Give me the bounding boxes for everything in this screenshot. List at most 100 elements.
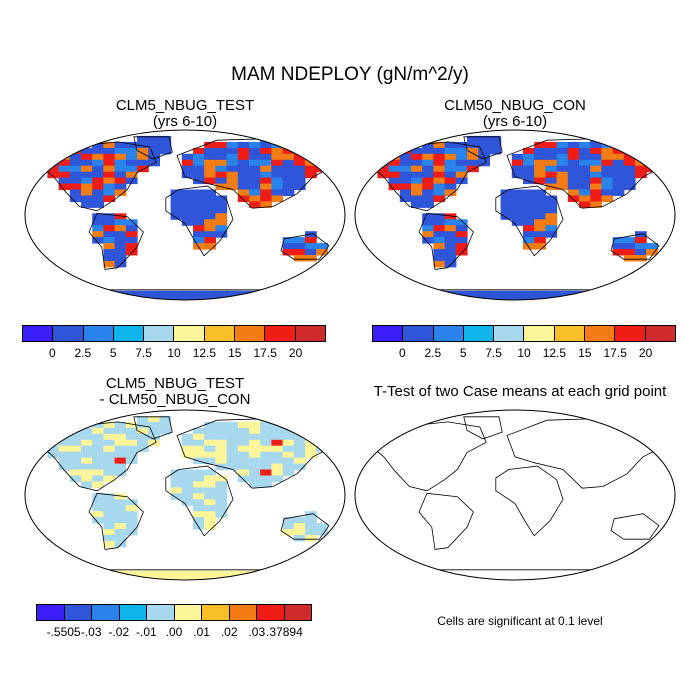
grid-cell: [125, 445, 138, 453]
grid-cell: [103, 237, 116, 244]
colorbar-tick-label: 5: [109, 346, 117, 360]
grid-cell: [590, 183, 602, 191]
grid-cell: [260, 457, 272, 465]
grid-cell: [523, 201, 535, 208]
colorbar-tick-label: 15: [578, 346, 592, 360]
grid-cell: [114, 511, 127, 518]
grid-cell: [159, 141, 172, 149]
grid-cell: [293, 249, 306, 256]
grid-cell: [316, 433, 328, 441]
grid-cell: [612, 183, 625, 191]
grid-cell: [500, 207, 513, 214]
coastline-greenland: [133, 136, 173, 160]
grid-cell: [81, 481, 93, 488]
grid-cell: [204, 171, 216, 179]
grid-cell: [282, 290, 295, 298]
colorbar-swatch: [144, 326, 175, 341]
grid-cell: [489, 135, 502, 143]
grid-cell: [316, 159, 328, 167]
grid-cell: [601, 159, 614, 167]
grid-cell: [204, 159, 216, 167]
coastline-greenland: [463, 136, 503, 160]
grid-cell: [103, 439, 116, 447]
grid-cell: [114, 147, 127, 155]
grid-cell: [103, 505, 116, 512]
grid-cell: [226, 141, 239, 149]
grid-cell: [103, 511, 116, 518]
colorbar-tick-label: 20: [638, 346, 653, 360]
grid-cell: [444, 213, 457, 220]
grid-cell: [193, 439, 205, 447]
grid-cell: [455, 243, 468, 250]
grid-cell: [92, 165, 104, 173]
grid-cell: [204, 445, 216, 453]
colorbar-test: [22, 325, 326, 342]
grid-cell: [137, 415, 149, 423]
colorbar-swatch: [229, 605, 257, 620]
grid-cell: [399, 153, 412, 161]
grid-cell: [399, 177, 412, 185]
grid-cell: [181, 213, 194, 220]
map-test: [35, 135, 340, 300]
grid-cell: [249, 463, 261, 471]
grid-cell: [170, 475, 183, 482]
grid-cell: [567, 189, 580, 196]
grid-cell: [511, 213, 524, 220]
colorbar-tick-label: 17.5: [253, 346, 277, 360]
grid-cell: [260, 433, 272, 441]
grid-cell: [455, 290, 468, 298]
grid-cell: [545, 195, 558, 202]
grid-cell: [623, 183, 636, 191]
grid-cell: [47, 171, 60, 179]
grid-cell: [137, 135, 149, 143]
grid-cell: [612, 177, 625, 185]
grid-cell: [103, 427, 116, 435]
colorbar-tick-label: -.02: [108, 625, 130, 639]
grid-cell: [215, 493, 228, 500]
grid-cell: [47, 159, 60, 167]
grid-cell: [478, 141, 490, 149]
grid-cell: [433, 225, 446, 232]
grid-cell: [623, 159, 636, 167]
grid-cell: [92, 290, 104, 298]
grid-cell: [612, 141, 625, 149]
grid-cell: [399, 290, 412, 298]
grid-cell: [92, 421, 104, 429]
grid-cell: [125, 141, 138, 149]
grid-cell: [411, 153, 423, 161]
grid-cell: [646, 147, 658, 155]
grid-cell: [399, 189, 412, 196]
grid-cell: [422, 290, 434, 298]
grid-cell: [114, 540, 127, 548]
grid-cell: [511, 153, 524, 161]
grid-cell: [237, 576, 250, 580]
grid-cell: [58, 427, 71, 435]
grid-cell: [623, 249, 636, 256]
grid-cell: [534, 231, 546, 238]
grid-cell: [444, 165, 457, 173]
grid-cell: [204, 189, 216, 196]
grid-cell: [422, 201, 434, 208]
grid-cell: [327, 439, 340, 447]
grid-cell: [590, 296, 602, 300]
grid-cell: [293, 451, 306, 459]
grid-cell: [226, 165, 239, 173]
grid-cell: [260, 153, 272, 161]
grid-cell: [181, 433, 194, 441]
panel-title-control-line2: (yrs 6-10): [482, 113, 548, 130]
grid-cell: [204, 141, 216, 149]
grid-cell: [523, 189, 535, 196]
grid-cell: [612, 165, 625, 173]
grid-cell: [170, 487, 183, 494]
grid-cell: [204, 147, 216, 155]
grid-cell: [103, 219, 116, 226]
grid-cell: [204, 499, 216, 506]
grid-cell: [103, 457, 116, 465]
colorbar-swatch: [373, 326, 404, 341]
grid-cell: [226, 177, 239, 185]
grid-cell: [92, 481, 104, 488]
grid-cell: [293, 290, 306, 298]
grid-cell: [215, 439, 228, 447]
grid-cell: [181, 576, 194, 580]
grid-cell: [260, 141, 272, 149]
